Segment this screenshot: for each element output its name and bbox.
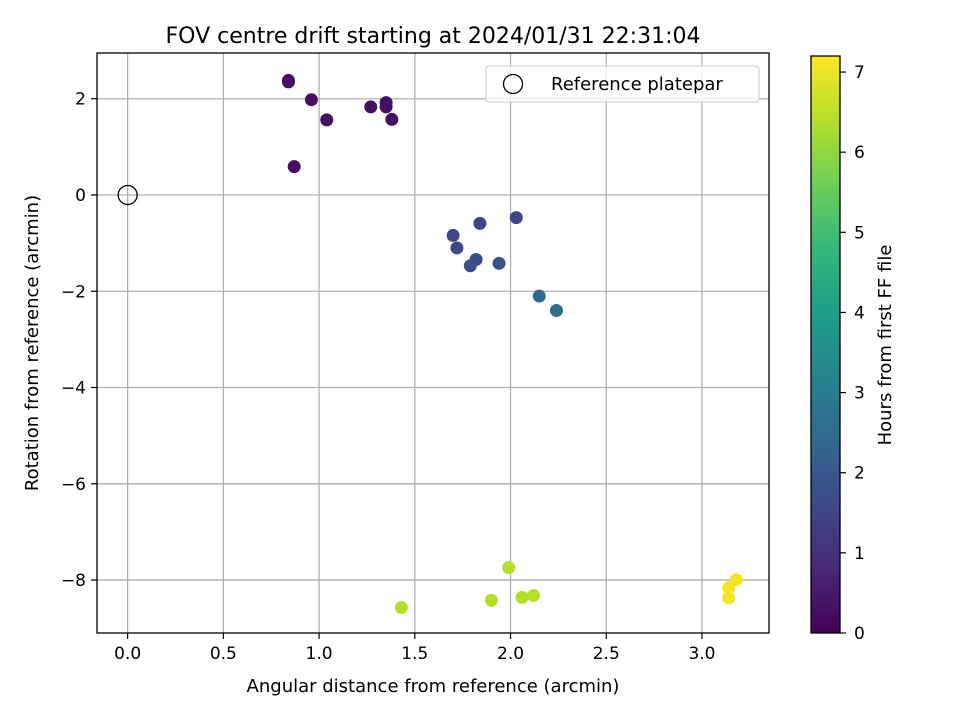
plot-frame [96,52,770,634]
colorbar-gradient [811,56,840,633]
data-point [379,100,393,114]
y-tick-label: −2 [61,282,86,302]
x-tick-label: 1.5 [401,644,428,664]
data-point [549,304,563,318]
data-point [515,590,529,604]
x-tick-label: 2.0 [497,644,524,664]
legend: Reference platepar [485,65,760,103]
chart-title: FOV centre drift starting at 2024/01/31 … [166,24,701,49]
colorbar-ticks: 0 1 2 3 4 5 6 7 [840,63,865,644]
data-point [281,75,295,89]
data-point [473,216,487,230]
legend-reference-marker [502,73,524,95]
data-point [722,591,736,605]
legend-label: Reference platepar [551,74,723,95]
x-tick-label: 1.0 [306,644,333,664]
y-axis-ticks: 2 0 −2 −4 −6 −8 [61,90,97,591]
data-point [729,573,743,587]
colorbar: 0 1 2 3 4 5 6 7 Hours from first FF file [810,55,896,644]
data-point [509,211,523,225]
data-point [502,561,516,575]
data-point [492,256,506,270]
plot-area [97,53,769,633]
y-tick-label: 2 [75,90,86,110]
data-points [281,73,743,614]
x-axis-label: Angular distance from reference (arcmin) [247,676,620,697]
colorbar-tick-label: 5 [854,223,865,243]
y-tick-label: −4 [61,379,86,399]
data-point [532,289,546,303]
data-point [527,588,541,602]
colorbar-tick-label: 1 [854,544,865,564]
data-point [484,593,498,607]
data-point [287,160,301,174]
y-tick-label: 0 [75,186,86,206]
x-tick-label: 0.5 [210,644,237,664]
x-tick-label: 2.5 [593,644,620,664]
y-tick-label: −8 [61,571,86,591]
legend-box [485,65,760,103]
x-tick-label: 3.0 [688,644,715,664]
data-point [722,581,736,595]
colorbar-tick-label: 7 [854,63,865,83]
y-tick-label: −6 [61,475,86,495]
data-point [304,93,318,107]
colorbar-frame [810,55,841,634]
grid-lines [97,53,769,633]
colorbar-label: Hours from first FF file [875,245,896,446]
data-point [320,113,334,127]
data-point [394,600,408,614]
x-axis-ticks: 0.0 0.5 1.0 1.5 2.0 2.5 3.0 [114,633,716,664]
colorbar-tick-label: 2 [854,464,865,484]
data-point [450,241,464,255]
y-axis-label: Rotation from reference (arcmin) [22,195,43,491]
colorbar-tick-label: 4 [854,303,865,323]
data-point [463,259,477,273]
colorbar-tick-label: 3 [854,384,865,404]
colorbar-tick-label: 0 [854,624,865,644]
reference-platepar-marker [117,184,138,206]
data-point [385,112,399,126]
colorbar-tick-label: 6 [854,143,865,163]
data-point [364,100,378,114]
x-tick-label: 0.0 [114,644,141,664]
data-point [446,228,460,242]
